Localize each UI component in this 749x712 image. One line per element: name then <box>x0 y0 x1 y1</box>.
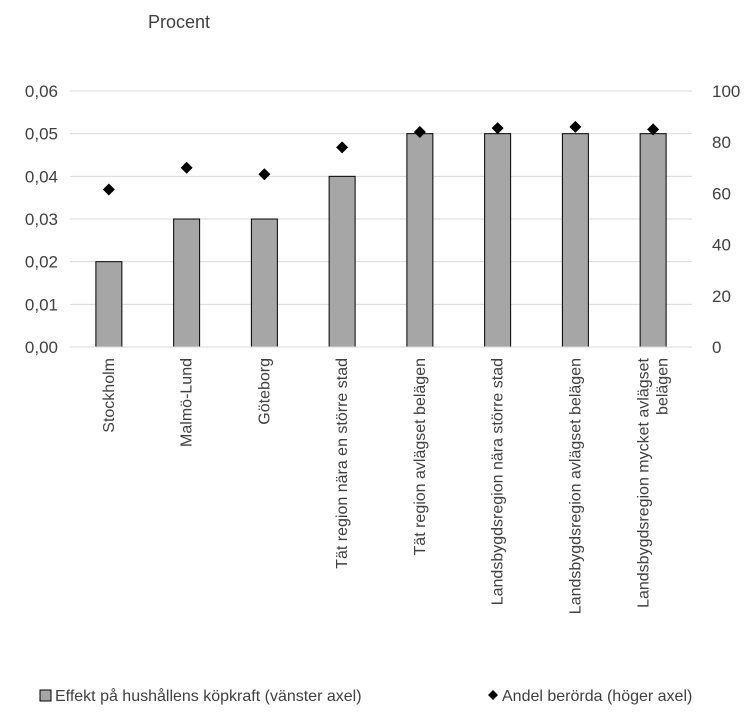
category-label-line: belägen <box>655 358 672 415</box>
right-tick-label: 60 <box>712 184 731 203</box>
bar <box>639 133 667 348</box>
bar <box>250 218 278 348</box>
category-labels: Stockholm Malmö-Lund Göteborg Tät region nä… <box>101 357 672 614</box>
bar-series <box>95 133 667 348</box>
right-tick-label: 0 <box>712 338 721 357</box>
bar <box>484 133 512 348</box>
marker-series <box>102 120 660 196</box>
right-tick-label: 80 <box>712 133 731 152</box>
left-tick-label: 0,03 <box>25 210 58 229</box>
bar <box>406 133 434 348</box>
left-tick-label: 0,06 <box>25 82 58 101</box>
category-label: Göteborg <box>256 358 273 425</box>
category-label: Stockholm <box>101 358 118 433</box>
legend-swatch-bar <box>39 689 52 702</box>
left-tick-label: 0,02 <box>25 253 58 272</box>
diamond-marker <box>180 161 193 174</box>
left-tick-label: 0,05 <box>25 125 58 144</box>
bar <box>561 133 589 348</box>
right-axis-ticks: 0 20 40 60 80 100 <box>712 82 740 357</box>
diamond-marker <box>491 122 504 135</box>
left-tick-label: 0,00 <box>25 338 58 357</box>
unit-label: Procent <box>148 12 210 32</box>
category-label-line: Landsbygdsregion mycket avlägset <box>636 357 653 607</box>
diamond-marker <box>102 183 115 196</box>
bar <box>328 175 356 348</box>
right-tick-label: 40 <box>712 236 731 255</box>
right-tick-label: 20 <box>712 287 731 306</box>
gridlines <box>70 90 692 305</box>
left-tick-label: 0,04 <box>25 167 58 186</box>
left-tick-label: 0,01 <box>25 295 58 314</box>
category-label: Landsbygdsregion nära större stad <box>490 358 507 605</box>
diamond-marker <box>336 141 349 154</box>
bar <box>173 218 201 348</box>
category-label: Tät region nära en större stad <box>334 358 351 569</box>
category-label: Tät region avlägset belägen <box>412 358 429 555</box>
category-label: Malmö-Lund <box>179 358 196 447</box>
left-axis-ticks: 0,00 0,01 0,02 0,03 0,04 0,05 0,06 <box>25 82 58 357</box>
legend-marker-diamond <box>488 690 498 700</box>
diamond-marker <box>413 125 426 138</box>
category-label: Landsbygdsregion avlägset belägen <box>567 358 584 614</box>
diamond-marker <box>647 123 660 136</box>
legend-label-bar: Effekt på hushållens köpkraft (vänster a… <box>55 687 362 705</box>
bar <box>95 261 123 348</box>
diamond-marker <box>569 120 582 133</box>
right-tick-label: 100 <box>712 82 740 101</box>
category-label: Landsbygdsregion mycket avlägset belägen <box>636 357 672 607</box>
legend-label-marker: Andel berörda (höger axel) <box>502 688 692 705</box>
legend: Effekt på hushållens köpkraft (vänster a… <box>39 687 692 705</box>
diamond-marker <box>258 168 271 181</box>
